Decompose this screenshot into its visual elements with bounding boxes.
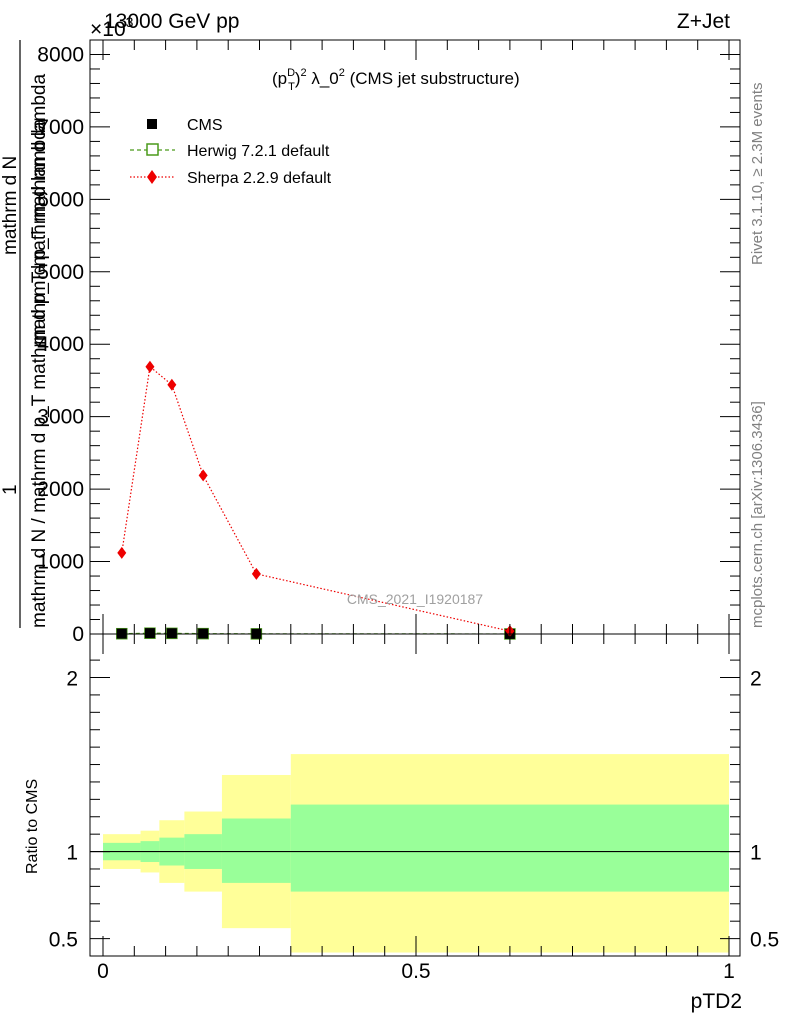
- y-tick-label: 4000: [37, 333, 84, 356]
- analysis-watermark: CMS_2021_I1920187: [347, 591, 483, 607]
- y-tick-label: 6000: [37, 188, 84, 211]
- ratio-y-tick-label: 2: [66, 668, 78, 691]
- ratio-y-label: Ratio to CMS: [24, 779, 41, 874]
- ratio-y-tick-label: 0.5: [49, 929, 78, 952]
- y-tick-label: 3000: [37, 406, 84, 429]
- sherpa-point: [117, 546, 127, 559]
- sherpa-point: [251, 567, 261, 580]
- y-tick-label: 0: [72, 623, 84, 646]
- y-tick-label: 2000: [37, 478, 84, 501]
- plot-title: (pD T)2 λ_02 (CMS jet substructure): [272, 67, 520, 93]
- legend-herwig-label: Herwig 7.2.1 default: [187, 143, 330, 160]
- y-label-top-line: mathrm d N: [0, 156, 21, 255]
- main-y-axis-label: 1 mathrm d N mathrm d p_T mathrm d lambd…: [0, 40, 50, 628]
- x-axis-label: pTD2: [691, 990, 742, 1013]
- cms-point: [144, 628, 155, 639]
- y-label-second-line: mathrm d p_T mathrm d lambda: [29, 74, 50, 345]
- ratio-band-inner: [221, 818, 291, 883]
- x-axis-ticks: 0 0.5 1: [97, 634, 735, 983]
- x-tick-label: 0.5: [401, 960, 430, 983]
- y-tick-label: 7000: [37, 116, 84, 139]
- y-label-numerator: 1: [0, 484, 21, 495]
- legend-herwig-marker: [146, 143, 159, 156]
- side-note-mcplots: mcplots.cern.ch [arXiv:1306.3436]: [749, 401, 766, 628]
- y-tick-label: 8000: [37, 43, 84, 66]
- ratio-axis-ticks: 0.5 0.5 1 1 2 2: [49, 659, 779, 952]
- cms-point: [166, 628, 177, 639]
- legend-sherpa-marker: [147, 170, 157, 184]
- x-tick-label: 0: [97, 960, 109, 983]
- ratio-y-tick-label-right: 1: [750, 842, 762, 865]
- ratio-band-inner: [290, 804, 729, 892]
- ratio-band-layer: [103, 754, 729, 953]
- y-label-denominator: mathrm d N / mathrm d p_T mathrm d p_T m…: [29, 118, 50, 628]
- sherpa-point: [167, 378, 177, 391]
- sherpa-point: [145, 360, 155, 373]
- exponent-label: ×103: [90, 14, 134, 41]
- header-right: Z+Jet: [677, 10, 730, 33]
- ratio-y-tick-label-right: 2: [750, 668, 762, 691]
- ratio-y-tick-label-right: 0.5: [750, 929, 779, 952]
- legend-cms-label: CMS: [187, 117, 223, 134]
- ratio-y-tick-label: 1: [66, 842, 78, 865]
- legend: CMS Herwig 7.2.1 default Sherpa 2.2.9 de…: [130, 117, 332, 187]
- legend-cms-marker: [147, 119, 157, 129]
- y-tick-label: 5000: [37, 261, 84, 284]
- side-note-rivet: Rivet 3.1.10, ≥ 2.3M events: [749, 83, 766, 266]
- y-tick-label: 1000: [37, 551, 84, 574]
- ratio-frame: [89, 633, 741, 957]
- legend-sherpa-label: Sherpa 2.2.9 default: [187, 170, 332, 187]
- sherpa-point: [198, 469, 208, 482]
- x-tick-label: 1: [723, 960, 735, 983]
- header-left: 13000 GeV pp: [104, 10, 239, 33]
- main-axis-ticks: 0 1000 2000 3000 4000 5000 6000 7000 8000: [37, 40, 740, 646]
